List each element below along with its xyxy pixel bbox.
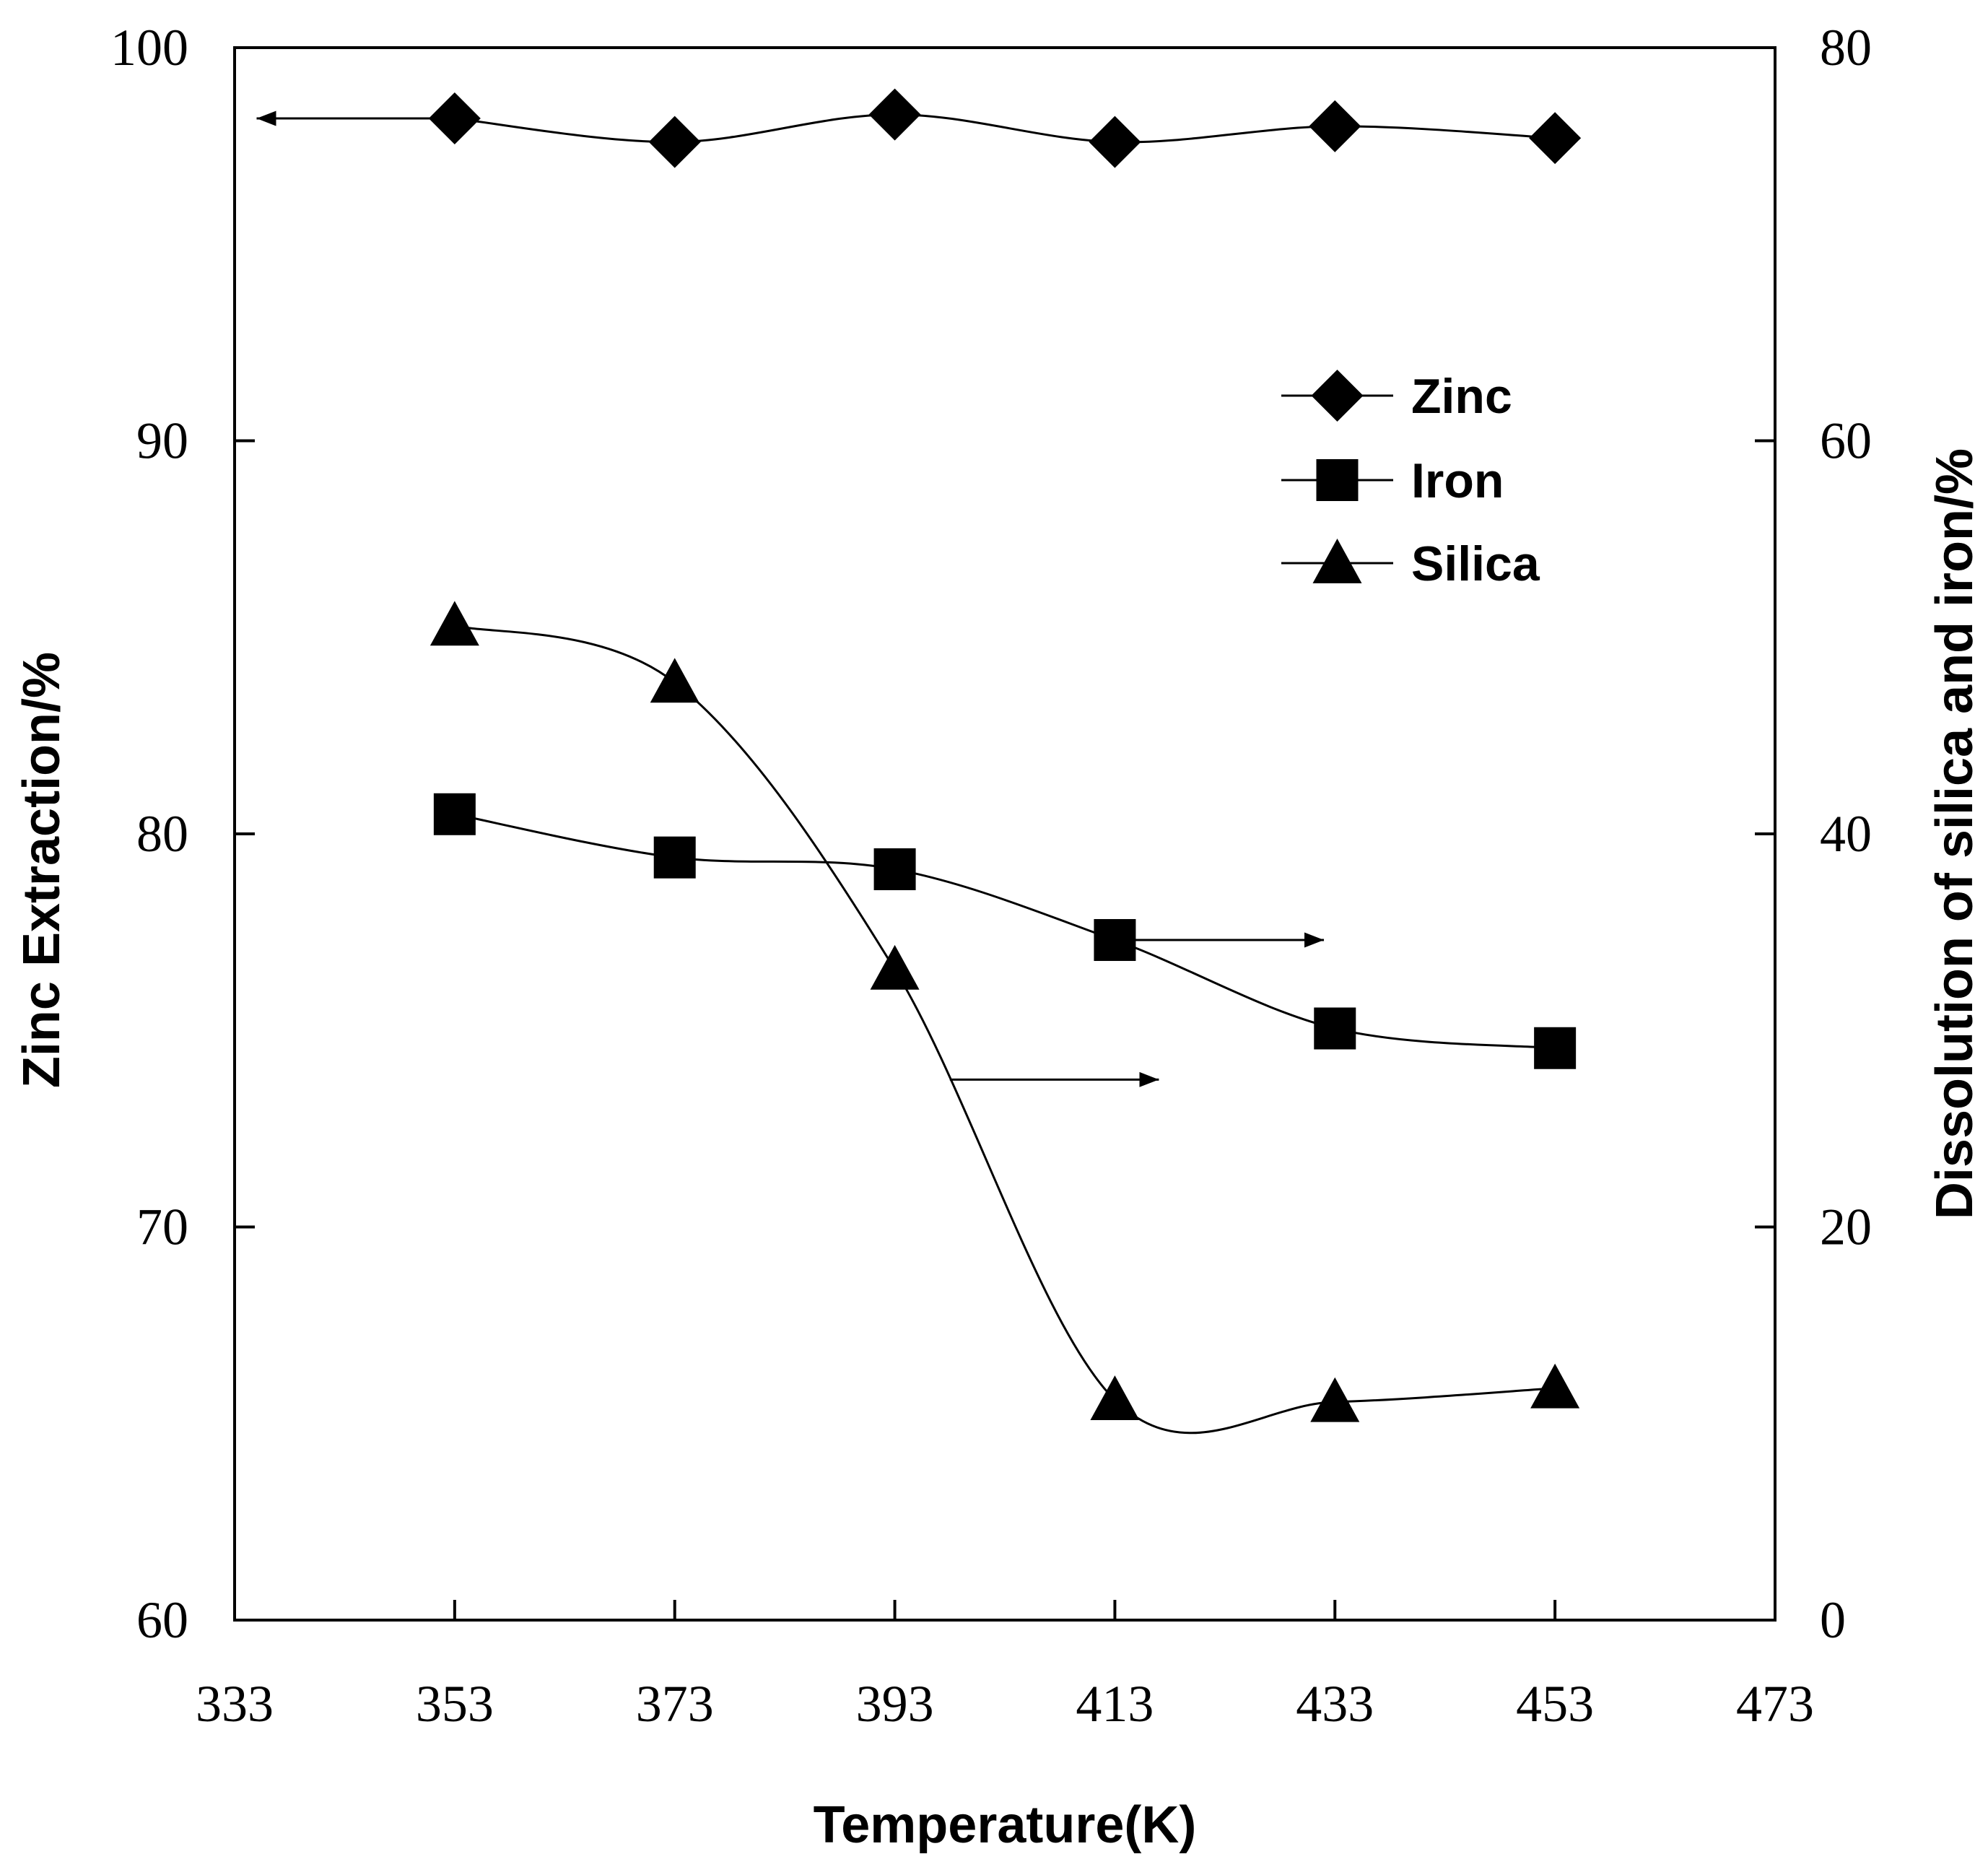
y-right-tick-label: 40	[1820, 805, 1872, 863]
zinc-point	[1529, 112, 1582, 165]
y-left-tick-label: 90	[136, 412, 188, 470]
zinc-point	[648, 116, 701, 168]
iron-series-line	[454, 813, 1556, 1050]
zinc-point	[1309, 100, 1361, 152]
y-right-tick-label: 0	[1820, 1591, 1846, 1649]
silica-point	[870, 944, 920, 990]
x-tick-label: 433	[1296, 1675, 1374, 1733]
legend-label-iron: Iron	[1411, 453, 1504, 508]
x-tick-label: 413	[1076, 1675, 1154, 1733]
iron-point	[1534, 1027, 1577, 1069]
silica-point	[430, 601, 479, 646]
legend-marker-zinc	[1311, 370, 1364, 422]
y-left-tick-label: 100	[110, 19, 188, 77]
zinc-point	[1089, 116, 1141, 168]
legend-label-silica: Silica	[1411, 536, 1540, 591]
y-left-tick-label: 70	[136, 1198, 188, 1256]
zinc-point	[428, 92, 481, 145]
legend-marker-iron	[1316, 459, 1359, 501]
y-right-tick-label: 60	[1820, 412, 1872, 470]
legend-marker-silica	[1312, 539, 1362, 583]
silica-point	[1310, 1377, 1360, 1422]
iron-point	[873, 848, 916, 891]
y-axis-title-right: Dissolution of silica and iron/%	[1926, 448, 1984, 1219]
y-axis-title-left: Zinc Extraction/%	[13, 652, 71, 1088]
x-axis-title: Temperature(K)	[814, 1796, 1197, 1854]
silica-point	[1090, 1375, 1140, 1420]
iron-point	[653, 836, 696, 879]
y-left-tick-label: 60	[136, 1591, 188, 1649]
y-left-tick-label: 80	[136, 805, 188, 863]
y-right-tick-label: 80	[1820, 19, 1872, 77]
zinc-series-line	[454, 113, 1556, 144]
x-tick-label: 333	[196, 1675, 274, 1733]
x-tick-label: 373	[636, 1675, 714, 1733]
iron-point	[433, 793, 476, 835]
silica-point	[650, 658, 699, 703]
x-tick-label: 453	[1516, 1675, 1594, 1733]
x-tick-label: 473	[1736, 1675, 1814, 1733]
legend-label-zinc: Zinc	[1411, 369, 1512, 424]
y-right-tick-label: 20	[1820, 1198, 1872, 1256]
iron-point	[1094, 919, 1136, 962]
x-tick-label: 353	[416, 1675, 494, 1733]
silica-point	[1530, 1363, 1580, 1409]
legend: Zinc Iron Silica	[1281, 369, 1540, 591]
iron-point	[1314, 1007, 1356, 1050]
x-tick-label: 393	[856, 1675, 934, 1733]
zinc-point	[868, 88, 921, 141]
